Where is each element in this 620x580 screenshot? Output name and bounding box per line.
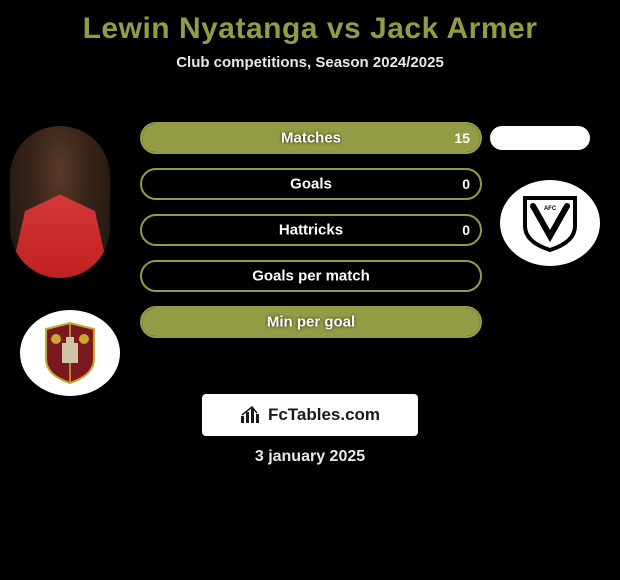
subtitle: Club competitions, Season 2024/2025 [0, 54, 620, 71]
svg-text:AFC: AFC [544, 206, 557, 212]
stat-label: Goals per match [142, 268, 480, 285]
stats-bars: Matches15Goals0Hattricks0Goals per match… [140, 122, 482, 352]
player-right-photo [490, 126, 590, 150]
stat-label: Min per goal [142, 314, 480, 331]
stat-label: Matches [142, 130, 480, 147]
root-container: Lewin Nyatanga vs Jack Armer Club compet… [0, 0, 620, 580]
shield-v-icon: AFC [519, 192, 581, 254]
stat-label: Goals [142, 176, 480, 193]
date-text: 3 january 2025 [0, 448, 620, 466]
stat-value-right: 0 [462, 222, 470, 238]
stat-bar: Goals0 [140, 168, 482, 200]
stat-bar: Hattricks0 [140, 214, 482, 246]
shield-crest-icon [42, 321, 98, 385]
stat-value-right: 0 [462, 176, 470, 192]
stat-label: Hattricks [142, 222, 480, 239]
stat-bar: Matches15 [140, 122, 482, 154]
stat-bar: Min per goal [140, 306, 482, 338]
footer-brand: FcTables.com [202, 394, 418, 436]
stat-value-right: 15 [454, 130, 470, 146]
stat-bar: Goals per match [140, 260, 482, 292]
club-badge-right: AFC [500, 180, 600, 266]
bar-chart-icon [240, 406, 262, 424]
player-left-photo [10, 126, 110, 278]
page-title: Lewin Nyatanga vs Jack Armer [0, 0, 620, 46]
club-badge-left [20, 310, 120, 396]
footer-brand-text: FcTables.com [268, 405, 380, 425]
